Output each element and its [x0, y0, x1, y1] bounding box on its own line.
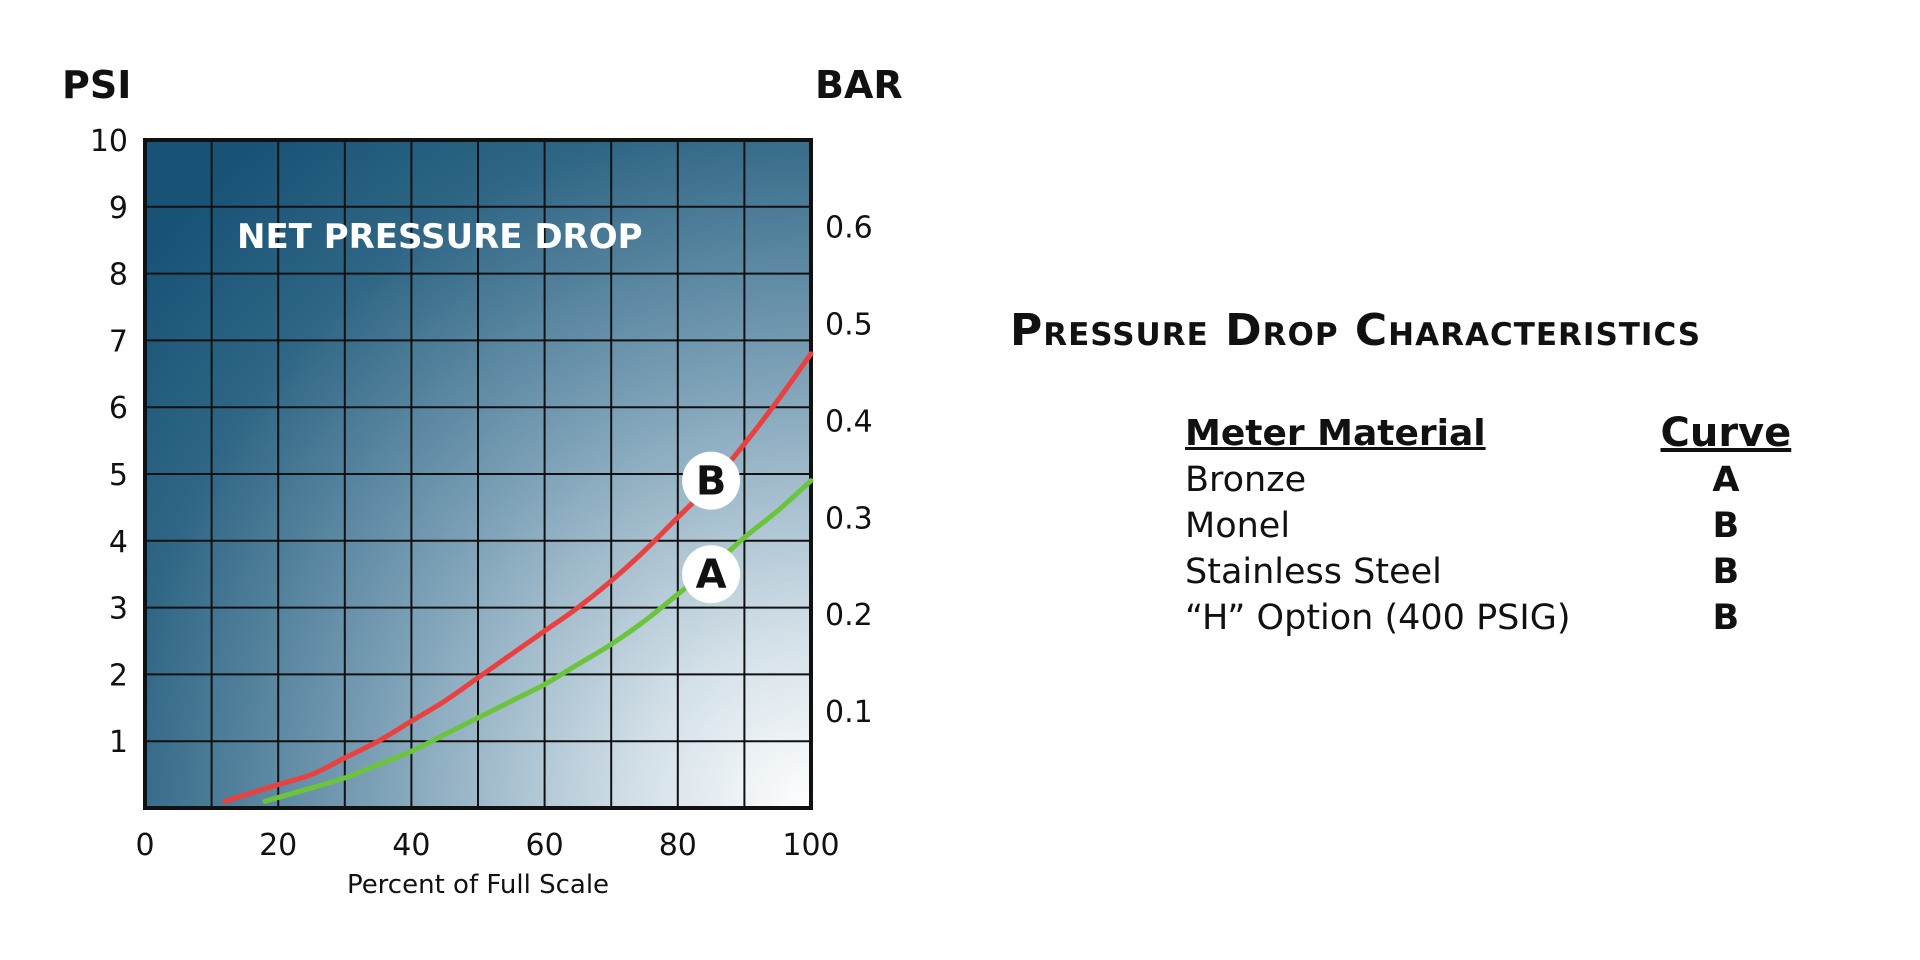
- chart-title: NET PRESSURE DROP: [237, 217, 643, 257]
- y2-tick-label: 0.6: [825, 211, 873, 246]
- y2-tick-label: 0.3: [825, 501, 873, 536]
- panel-title: Pressure Drop Characteristics: [1010, 305, 1702, 356]
- curve-badge-label: A: [696, 552, 727, 598]
- curve-cell: A: [1712, 460, 1740, 500]
- y-tick-label: 7: [109, 324, 128, 359]
- x-tick-label: 0: [135, 828, 154, 863]
- table-row: Stainless Steel B: [1185, 550, 1791, 596]
- curve-badge-label: B: [696, 459, 727, 505]
- y-tick-label: 9: [109, 191, 128, 226]
- curve-cell: B: [1712, 598, 1740, 638]
- plot-frame: [143, 138, 813, 810]
- y-tick-label: 1: [109, 725, 128, 760]
- material-cell: “H” Option (400 PSIG): [1185, 598, 1571, 638]
- y-axis-right-ticks: 0.1 0.2 0.3 0.4 0.5 0.6: [825, 211, 873, 730]
- material-cell: Stainless Steel: [1185, 552, 1442, 592]
- y-tick-label: 4: [109, 525, 128, 560]
- y2-tick-label: 0.5: [825, 308, 873, 343]
- x-tick-label: 100: [782, 828, 839, 863]
- y-tick-label: 5: [109, 458, 128, 493]
- x-tick-label: 40: [392, 828, 430, 863]
- y2-tick-label: 0.1: [825, 695, 873, 730]
- y-tick-label: 10: [90, 124, 128, 159]
- y2-tick-label: 0.4: [825, 404, 873, 439]
- y-tick-label: 8: [109, 258, 128, 293]
- y-tick-label: 2: [109, 658, 128, 693]
- header-meter-material: Meter Material: [1185, 412, 1486, 454]
- material-panel: Pressure Drop Characteristics Meter Mate…: [1010, 305, 1900, 638]
- y-tick-label: 6: [109, 391, 128, 426]
- table-row: “H” Option (400 PSIG) B: [1185, 596, 1791, 642]
- curve-cell: B: [1712, 552, 1740, 592]
- x-tick-label: 20: [259, 828, 297, 863]
- material-cell: Bronze: [1185, 460, 1307, 500]
- y2-tick-label: 0.2: [825, 598, 873, 633]
- y-axis-right-label: BAR: [815, 63, 903, 107]
- header-curve: Curve: [1660, 410, 1792, 456]
- material-cell: Monel: [1185, 506, 1291, 546]
- curve-badge-a: [682, 545, 741, 604]
- material-table: Meter Material Curve Bronze A Monel B St…: [1185, 410, 1791, 642]
- x-axis-label: Percent of Full Scale: [347, 870, 609, 900]
- annotation-layer: BA: [682, 451, 741, 604]
- y-tick-label: 3: [109, 592, 128, 627]
- x-tick-label: 80: [659, 828, 697, 863]
- curve-badge-b: [682, 451, 741, 510]
- curve-cell: B: [1712, 506, 1740, 546]
- x-axis-ticks: 0 20 40 60 80 100: [135, 828, 839, 863]
- y-axis-left-label: PSI: [62, 63, 131, 107]
- table-row: Monel B: [1185, 504, 1791, 550]
- y-axis-left-ticks: 1 2 3 4 5 6 7 8 9 10: [90, 124, 128, 760]
- table-row: Bronze A: [1185, 458, 1791, 504]
- x-tick-label: 60: [526, 828, 564, 863]
